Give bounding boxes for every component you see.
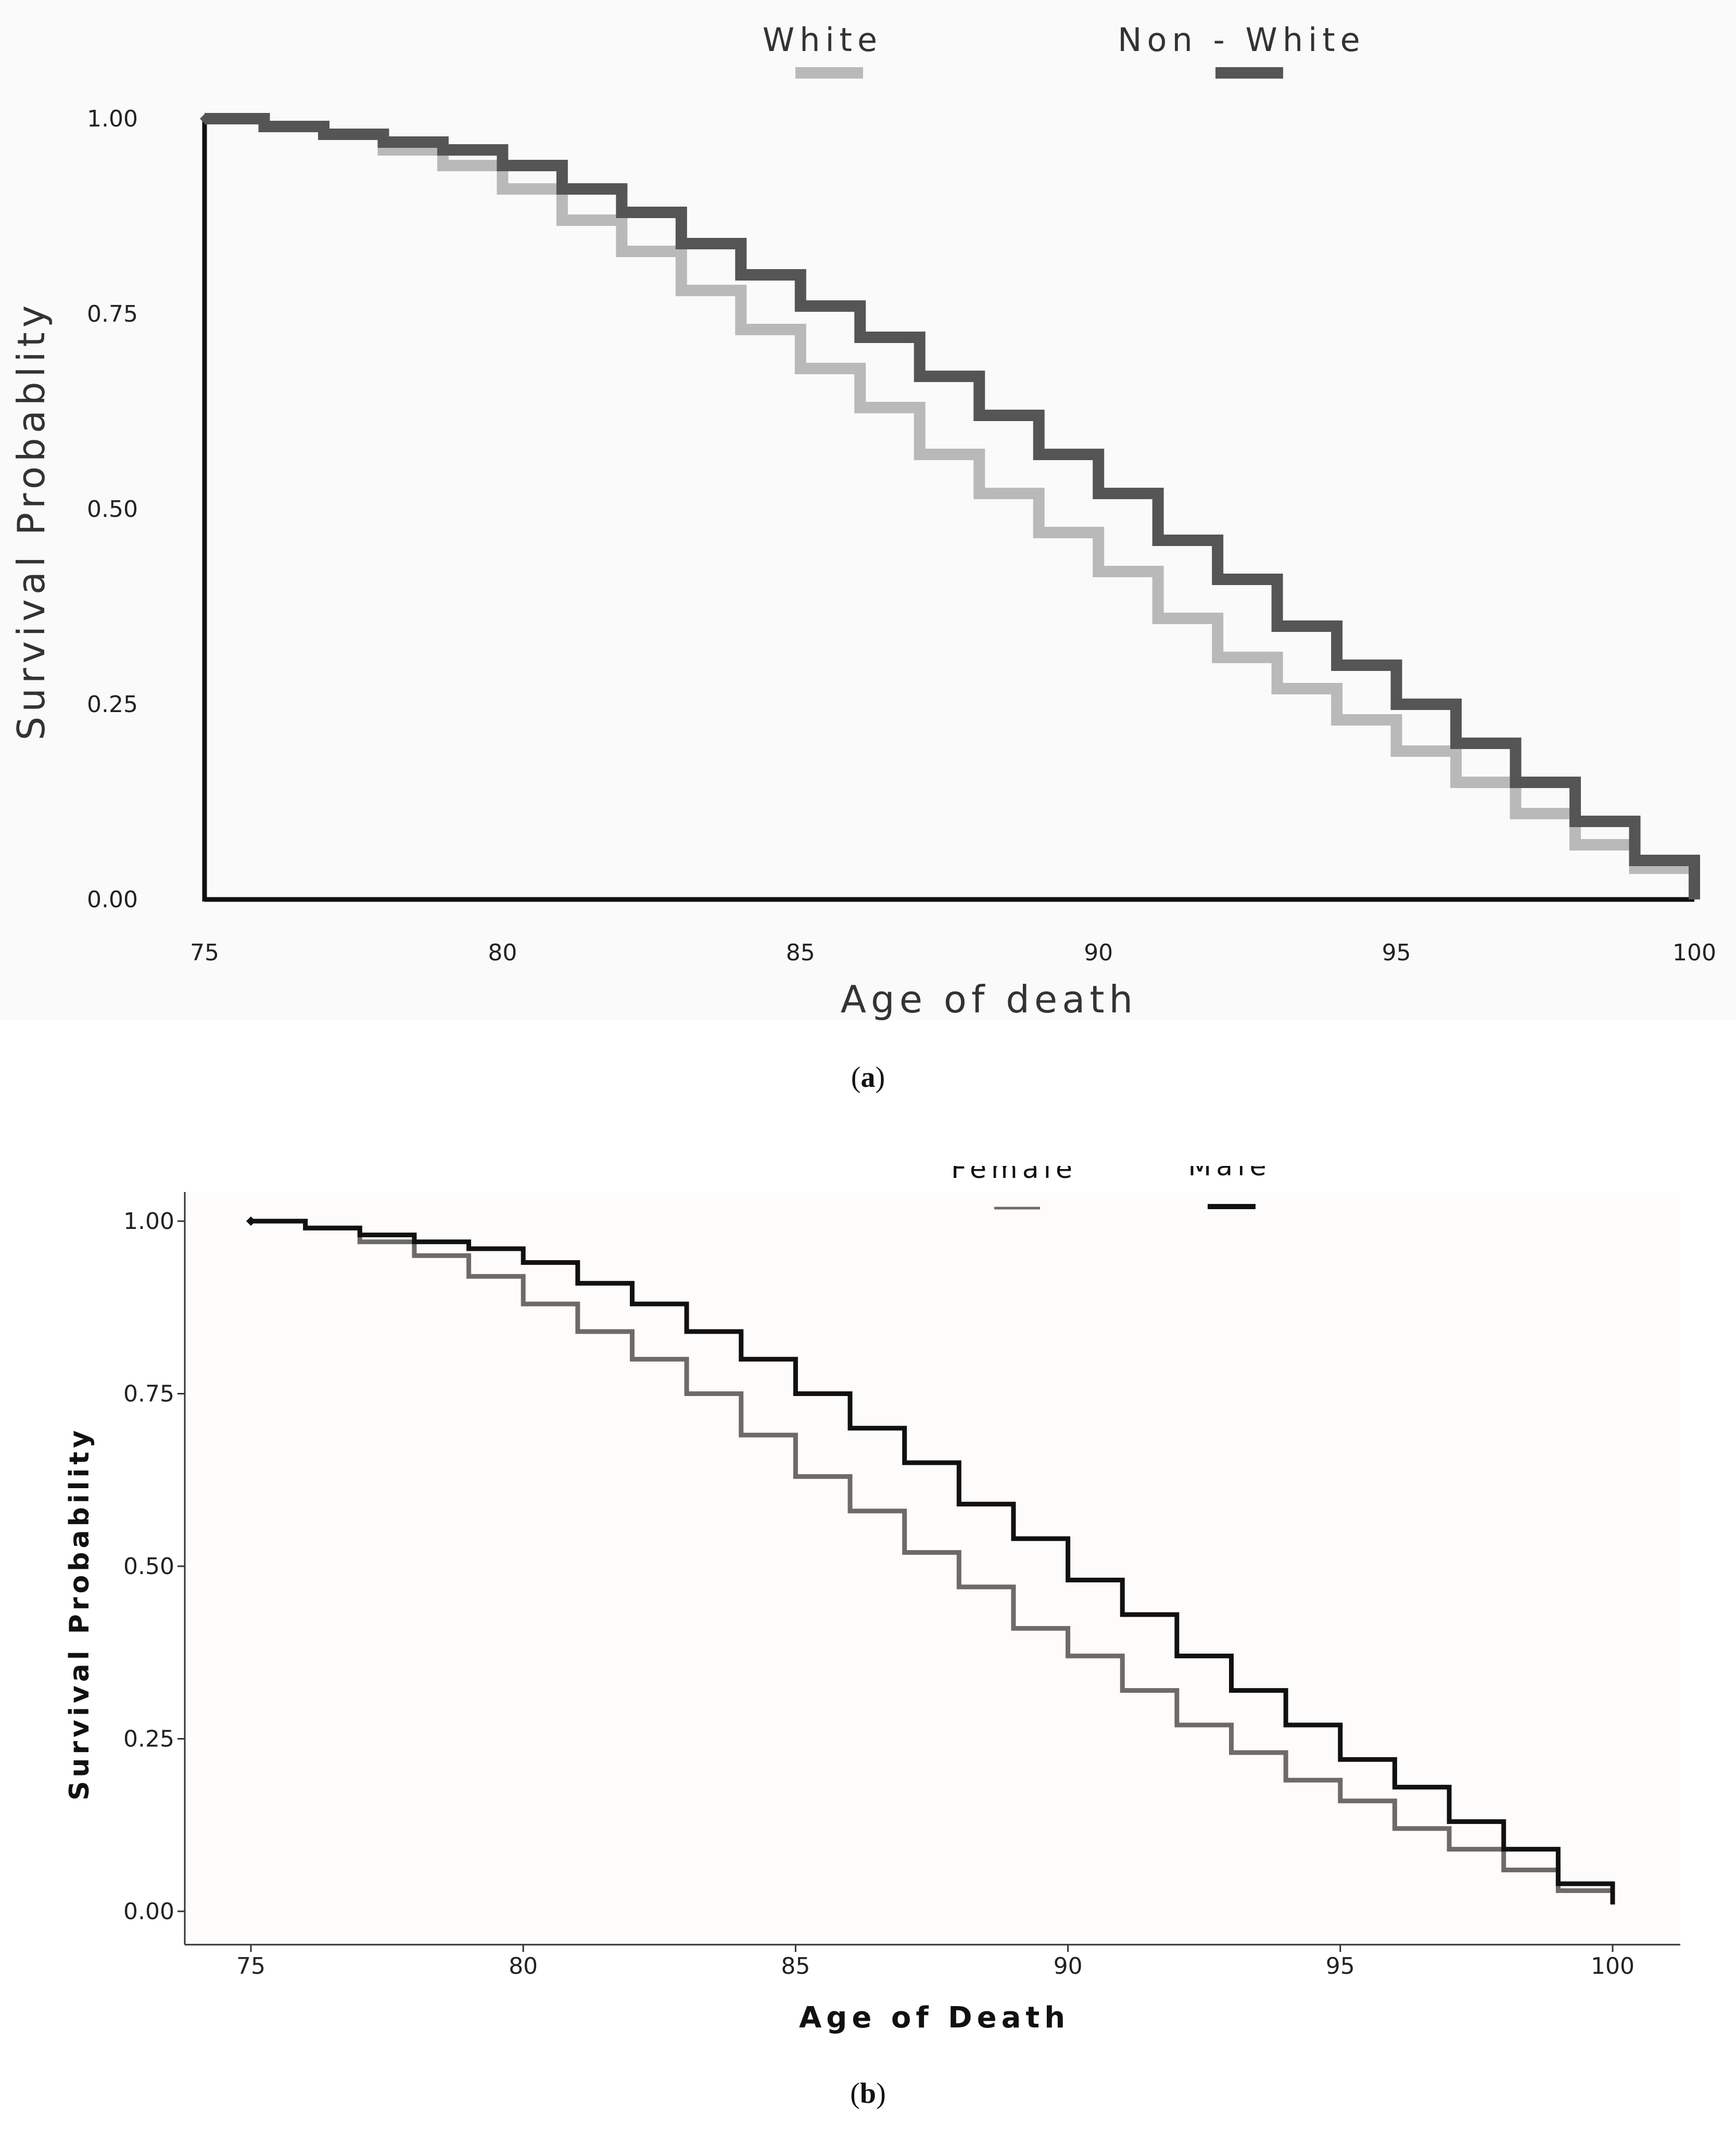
y-tick-label-a-0-50: 0.50 — [87, 496, 138, 523]
legend-label-non-white: Non - White — [1118, 21, 1365, 59]
series-line-male — [251, 1219, 1615, 1905]
chart-panel-a: 0.00 0.25 0.50 0.75 1.00 75 80 85 90 95 100 Age of … — [0, 0, 1736, 1020]
y-tick-label-a-0-00: 0.00 — [87, 886, 138, 913]
x-tick-label-b-80: 80 — [509, 1953, 538, 1980]
y-tick-label-b-0-75: 0.75 — [123, 1381, 174, 1407]
caption-a: (a) — [851, 1061, 885, 1094]
x-tick-label-a-85: 85 — [786, 940, 815, 966]
censor-marker-a — [200, 114, 209, 123]
y-tick-label-b-0-50: 0.50 — [123, 1553, 174, 1580]
x-tick-label-b-85: 85 — [781, 1953, 810, 1980]
y-axis-label-a: Survival Probablity — [9, 301, 53, 741]
censor-marker-b — [246, 1216, 256, 1226]
survival-chart-race: 0.00 0.25 0.50 0.75 1.00 75 80 85 90 95 100 Age of … — [9, 21, 1716, 1020]
caption-b: (b) — [850, 2077, 886, 2110]
x-tick-label-a-90: 90 — [1084, 940, 1113, 966]
x-tick-label-a-100: 100 — [1672, 940, 1716, 966]
y-tick-label-a-1-00: 1.00 — [87, 106, 138, 132]
y-tick-label-a-0-75: 0.75 — [87, 301, 138, 327]
y-tick-label-a-0-25: 0.25 — [87, 691, 138, 718]
series-line-white — [205, 113, 1700, 899]
x-tick-label-a-80: 80 — [488, 940, 517, 966]
chart-panel-b: 0.00 0.25 0.50 0.75 1.00 75 80 85 90 95 100 Age of … — [0, 1166, 1736, 2046]
x-tick-label-a-95: 95 — [1382, 940, 1411, 966]
y-tick-label-b-1-00: 1.00 — [123, 1208, 174, 1235]
caption-b-letter: b — [859, 2077, 877, 2110]
x-tick-label-b-75: 75 — [236, 1953, 265, 1980]
caption-a-letter: a — [860, 1061, 876, 1094]
x-axis-label-b: Age of Death — [799, 2001, 1070, 2035]
x-tick-label-b-100: 100 — [1591, 1953, 1634, 1980]
legend-label-female: Female — [951, 1166, 1077, 1185]
y-tick-label-b-0-25: 0.25 — [123, 1726, 174, 1753]
plot-background-b — [185, 1192, 1680, 1945]
series-line-non-white — [205, 113, 1700, 899]
x-tick-label-b-95: 95 — [1326, 1953, 1355, 1980]
y-axis-label-b: Survival Probability — [64, 1427, 95, 1800]
legend-label-white: White — [763, 21, 882, 59]
y-tick-label-b-0-00: 0.00 — [123, 1898, 174, 1925]
x-tick-label-b-90: 90 — [1054, 1953, 1083, 1980]
survival-chart-sex: 0.00 0.25 0.50 0.75 1.00 75 80 85 90 95 100 Age of … — [64, 1166, 1680, 2035]
legend-label-male: Male — [1188, 1166, 1271, 1182]
x-axis-label-a: Age of death — [841, 978, 1137, 1020]
x-tick-label-a-75: 75 — [190, 940, 219, 966]
series-line-female — [251, 1219, 1615, 1905]
